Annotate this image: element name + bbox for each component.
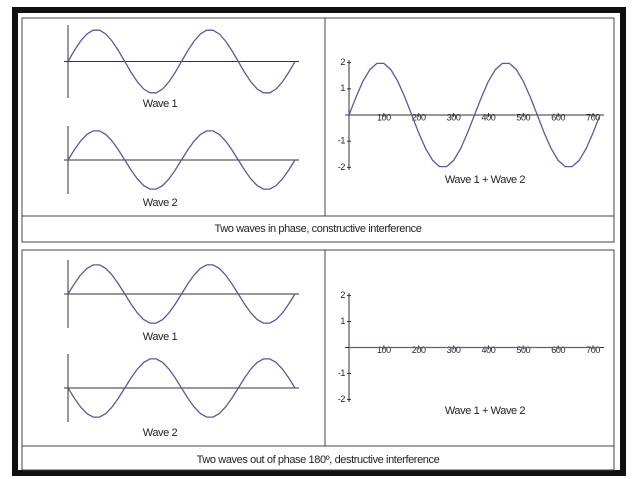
x-tick-label: 200 — [412, 112, 426, 122]
wave-line — [67, 29, 296, 94]
caption: Two waves out of phase 180º, destructive… — [197, 454, 440, 466]
x-tick-label: 600 — [551, 345, 565, 355]
y-tick-label: -2 — [338, 162, 346, 172]
x-tick-label: 600 — [551, 112, 565, 122]
x-tick-label: 300 — [447, 345, 461, 355]
y-tick-label: 1 — [340, 316, 345, 326]
x-tick-label: 700 — [586, 112, 600, 122]
x-tick-label: 400 — [482, 345, 496, 355]
x-tick-label: 500 — [516, 112, 530, 122]
x-tick-label: 400 — [482, 112, 496, 122]
caption-box — [21, 215, 615, 243]
chart-title: Wave 1 + Wave 2 — [445, 405, 526, 417]
x-tick-label: 500 — [516, 345, 530, 355]
chart-title: Wave 2 — [143, 197, 178, 209]
y-tick-label: -1 — [338, 368, 346, 378]
y-tick-label: 2 — [340, 57, 345, 67]
wave-line — [67, 130, 296, 190]
wave-line — [67, 358, 296, 418]
chart-title: Wave 1 — [143, 98, 178, 110]
caption-box — [21, 445, 615, 471]
chart-title: Wave 1 — [143, 331, 178, 343]
x-tick-label: 200 — [412, 345, 426, 355]
x-tick-label: 300 — [447, 112, 461, 122]
caption: Two waves in phase, constructive interfe… — [214, 223, 421, 235]
chart-title: Wave 1 + Wave 2 — [445, 174, 526, 186]
y-tick-label: -2 — [338, 394, 346, 404]
wave-line — [67, 264, 296, 324]
y-tick-label: -1 — [338, 136, 346, 146]
x-tick-label: 100 — [377, 345, 391, 355]
x-tick-label: 100 — [377, 112, 391, 122]
y-tick-label: 1 — [340, 83, 345, 93]
chart-title: Wave 2 — [143, 427, 178, 439]
y-tick-label: 2 — [340, 290, 345, 300]
wave-line — [348, 62, 601, 168]
x-tick-label: 700 — [586, 345, 600, 355]
